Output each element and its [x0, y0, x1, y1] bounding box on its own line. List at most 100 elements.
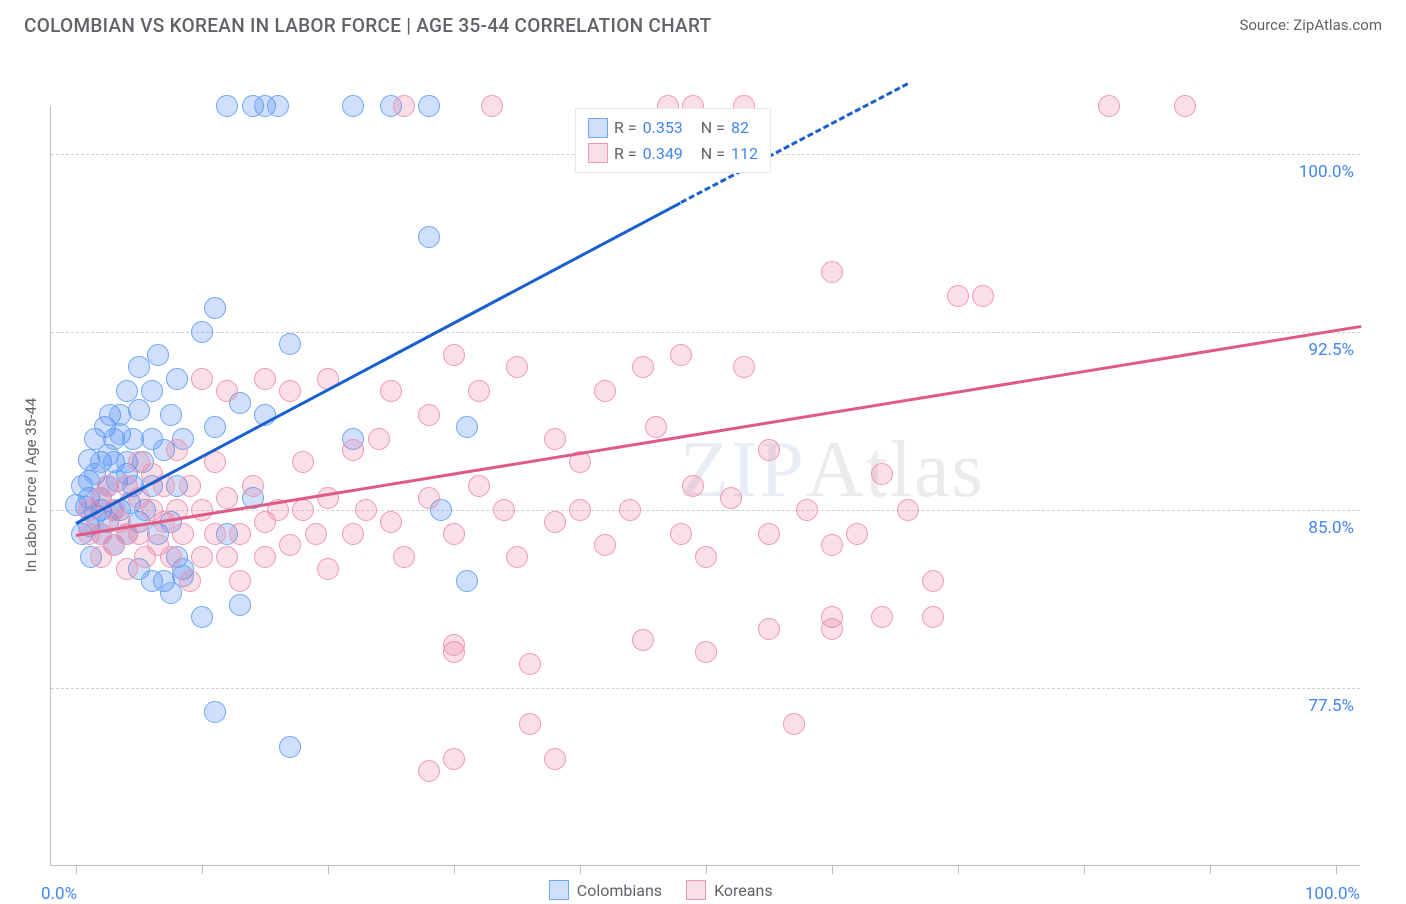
legend-item: Koreans: [686, 880, 773, 900]
data-point: [191, 368, 213, 390]
data-point: [242, 475, 264, 497]
data-point: [1174, 95, 1196, 117]
data-point: [758, 618, 780, 640]
data-point: [519, 713, 541, 735]
data-point: [594, 380, 616, 402]
data-point: [456, 416, 478, 438]
legend-item: Colombians: [549, 880, 662, 900]
data-point: [305, 523, 327, 545]
data-point: [116, 558, 138, 580]
data-point: [216, 95, 238, 117]
data-point: [695, 546, 717, 568]
source-attribution: Source: ZipAtlas.com: [1239, 16, 1382, 34]
data-point: [317, 487, 339, 509]
data-point: [380, 511, 402, 533]
data-point: [166, 439, 188, 461]
data-point: [368, 428, 390, 450]
x-tick: [328, 866, 329, 874]
data-point: [821, 261, 843, 283]
data-point: [733, 356, 755, 378]
n-value: 82: [731, 115, 749, 141]
x-tick: [454, 866, 455, 874]
data-point: [279, 736, 301, 758]
x-tick: [1336, 866, 1337, 874]
data-point: [594, 534, 616, 556]
data-point: [216, 546, 238, 568]
data-point: [141, 380, 163, 402]
data-point: [796, 499, 818, 521]
data-point: [216, 380, 238, 402]
data-point: [468, 380, 490, 402]
y-tick-label: 77.5%: [1308, 696, 1354, 716]
gridline-horizontal: [51, 332, 1360, 333]
legend-label: Colombians: [577, 881, 662, 900]
data-point: [695, 641, 717, 663]
trend-line: [76, 325, 1361, 537]
data-point: [204, 523, 226, 545]
data-point: [519, 653, 541, 675]
data-point: [871, 463, 893, 485]
data-point: [670, 523, 692, 545]
data-point: [897, 499, 919, 521]
r-prefix: R =: [614, 141, 637, 167]
data-point: [443, 634, 465, 656]
data-point: [569, 499, 591, 521]
data-point: [355, 499, 377, 521]
data-point: [632, 629, 654, 651]
data-point: [506, 546, 528, 568]
legend-swatch: [588, 143, 608, 163]
data-point: [758, 439, 780, 461]
legend-row: R = 0.353N = 82: [588, 115, 758, 141]
x-tick: [202, 866, 203, 874]
data-point: [191, 606, 213, 628]
data-point: [846, 523, 868, 545]
data-point: [342, 523, 364, 545]
data-point: [172, 523, 194, 545]
n-value: 112: [731, 141, 758, 167]
chart-container: 77.5%85.0%92.5%100.0%0.0%100.0%In Labor …: [0, 50, 1406, 892]
x-tick: [1210, 866, 1211, 874]
data-point: [645, 416, 667, 438]
data-point: [544, 428, 566, 450]
data-point: [342, 95, 364, 117]
data-point: [506, 356, 528, 378]
data-point: [481, 95, 503, 117]
data-point: [418, 760, 440, 782]
data-point: [1098, 95, 1120, 117]
data-point: [279, 333, 301, 355]
y-tick-label: 100.0%: [1299, 162, 1354, 182]
data-point: [758, 523, 780, 545]
data-point: [128, 356, 150, 378]
data-point: [443, 523, 465, 545]
n-prefix: N =: [701, 141, 725, 167]
y-axis-title: In Labor Force | Age 35-44: [22, 375, 40, 595]
data-point: [380, 380, 402, 402]
data-point: [682, 475, 704, 497]
data-point: [229, 523, 251, 545]
data-point: [191, 546, 213, 568]
data-point: [317, 558, 339, 580]
data-point: [229, 594, 251, 616]
x-min-label: 0.0%: [41, 884, 77, 904]
data-point: [493, 499, 515, 521]
x-tick: [958, 866, 959, 874]
chart-header: COLOMBIAN VS KOREAN IN LABOR FORCE | AGE…: [0, 0, 1406, 50]
x-tick: [832, 866, 833, 874]
data-point: [871, 606, 893, 628]
legend-swatch: [686, 880, 706, 900]
x-tick: [1084, 866, 1085, 874]
y-tick-label: 85.0%: [1308, 518, 1354, 538]
data-point: [783, 713, 805, 735]
data-point: [922, 606, 944, 628]
data-point: [821, 618, 843, 640]
data-point: [418, 226, 440, 248]
data-point: [393, 546, 415, 568]
trend-line: [75, 201, 681, 524]
data-point: [147, 344, 169, 366]
data-point: [216, 487, 238, 509]
data-point: [418, 95, 440, 117]
data-point: [443, 748, 465, 770]
legend-swatch: [549, 880, 569, 900]
data-point: [342, 439, 364, 461]
legend-row: R = 0.349N = 112: [588, 141, 758, 167]
